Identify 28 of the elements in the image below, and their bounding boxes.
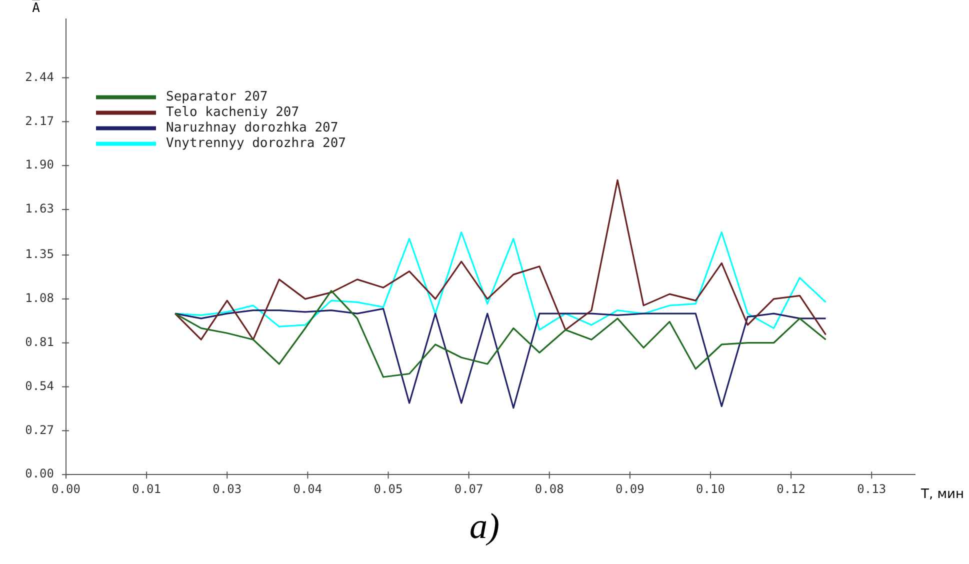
x-axis-title: T, мин [920, 486, 964, 502]
y-tick-label: 0.00 [25, 466, 54, 481]
x-tick-label: 0.08 [534, 482, 564, 496]
x-tick-label: 0.13 [857, 482, 886, 496]
y-tick-label: 1.08 [25, 291, 54, 306]
y-axis-title: A̅ [32, 0, 40, 16]
y-tick-label: 0.54 [25, 378, 54, 393]
x-tick-label: 0.07 [454, 482, 484, 496]
legend-label: Separator 207 [166, 90, 268, 105]
y-tick-label: 0.81 [25, 334, 54, 349]
x-tick-label: 0.09 [615, 482, 644, 496]
x-tick-label: 0.10 [696, 482, 725, 496]
text: a) [470, 506, 500, 546]
x-tick-label: 0.03 [212, 482, 242, 496]
x-tick-label: 0.12 [776, 482, 806, 496]
y-tick-label: 2.44 [25, 70, 54, 84]
x-tick-label: 0.01 [132, 482, 162, 496]
legend-label: Vnytrennyy dorozhra 207 [166, 136, 346, 152]
x-tick-label: 0.04 [293, 482, 322, 496]
y-tick-label: 0.27 [25, 422, 54, 437]
y-tick-label: 1.35 [25, 247, 54, 262]
x-tick-label: 0.00 [52, 482, 80, 496]
y-tick-label: 2.17 [25, 114, 54, 128]
legend-label: Naruzhnay dorozhka 207 [166, 120, 338, 136]
y-tick-label: 1.63 [25, 202, 54, 216]
x-tick-label: 0.05 [374, 482, 403, 496]
legend-label: Telo kacheniy 207 [166, 105, 300, 120]
y-tick-label: 1.90 [25, 158, 54, 172]
